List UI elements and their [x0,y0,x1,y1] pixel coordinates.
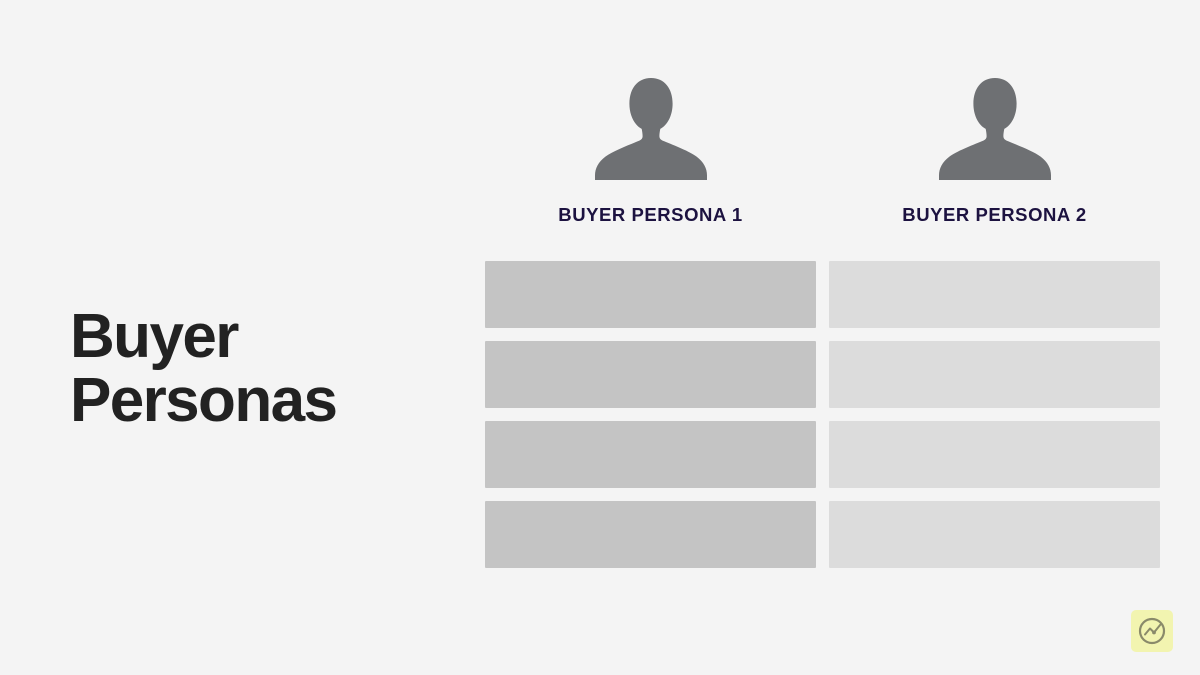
person-silhouette-icon [938,78,1051,180]
avatar [593,78,709,180]
persona-1-rows [485,261,816,568]
brand-logo[interactable] [1131,610,1173,652]
content-placeholder-bar[interactable] [829,261,1160,328]
avatar [937,78,1053,180]
content-placeholder-bar[interactable] [485,501,816,568]
page-title: Buyer Personas [70,302,338,435]
persona-1-header: BUYER PERSONA 1 [485,78,816,240]
content-placeholder-bar[interactable] [485,341,816,408]
content-placeholder-bar[interactable] [829,421,1160,488]
circle-line-chart-icon [1138,617,1166,645]
title-block: Buyer Personas [70,305,430,433]
content-placeholder-bar[interactable] [485,261,816,328]
persona-2-header: BUYER PERSONA 2 [829,78,1160,240]
persona-column-1: BUYER PERSONA 1 [485,78,816,568]
content-placeholder-bar[interactable] [829,501,1160,568]
content-placeholder-bar[interactable] [485,421,816,488]
person-silhouette-icon [594,78,707,180]
content-placeholder-bar[interactable] [829,341,1160,408]
persona-grid: BUYER PERSONA 1 BUYER PERSONA 2 [485,78,1161,572]
persona-1-label: BUYER PERSONA 1 [558,204,743,225]
persona-2-label: BUYER PERSONA 2 [902,204,1087,225]
persona-2-rows [829,261,1160,568]
persona-column-2: BUYER PERSONA 2 [829,78,1160,568]
